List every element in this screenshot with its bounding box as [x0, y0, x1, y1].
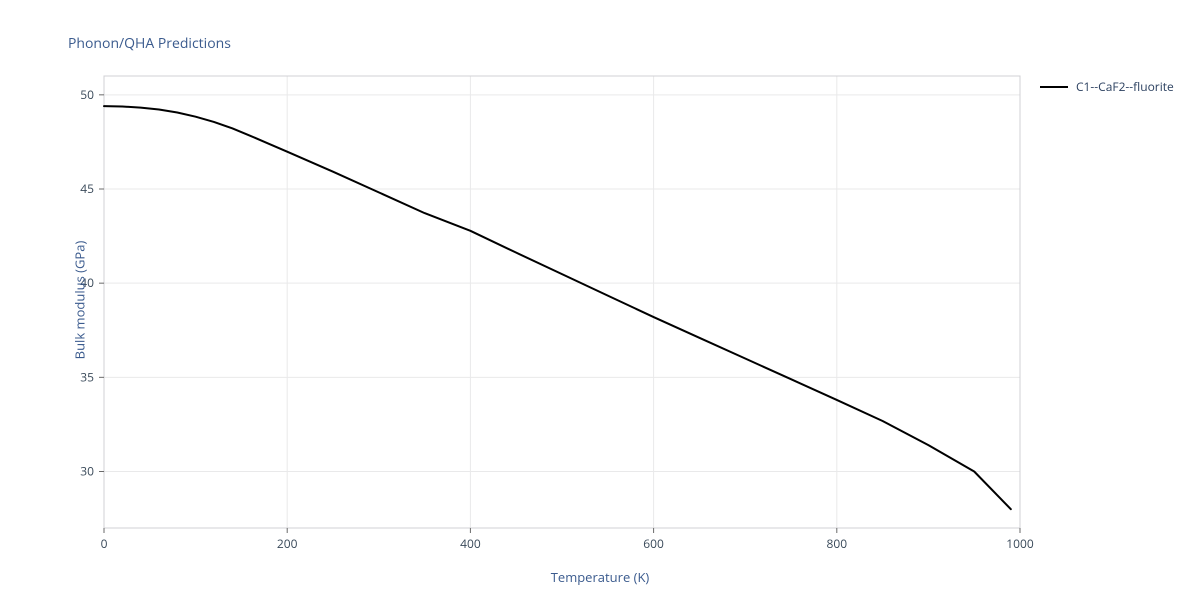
svg-text:400: 400 — [460, 535, 481, 552]
chart-plot: 020040060080010003035404550 — [0, 0, 1200, 600]
x-axis-label: Temperature (K) — [0, 568, 1200, 586]
svg-text:200: 200 — [277, 535, 298, 552]
svg-text:1000: 1000 — [1006, 535, 1034, 552]
chart-container: Phonon/QHA Predictions 02004006008001000… — [0, 0, 1200, 600]
legend-label: C1--CaF2--fluorite — [1076, 78, 1174, 95]
legend-swatch — [1040, 86, 1068, 88]
y-axis-label: Bulk modulus (GPa) — [20, 0, 139, 600]
svg-text:600: 600 — [643, 535, 664, 552]
svg-text:800: 800 — [827, 535, 848, 552]
legend[interactable]: C1--CaF2--fluorite — [1040, 78, 1174, 95]
